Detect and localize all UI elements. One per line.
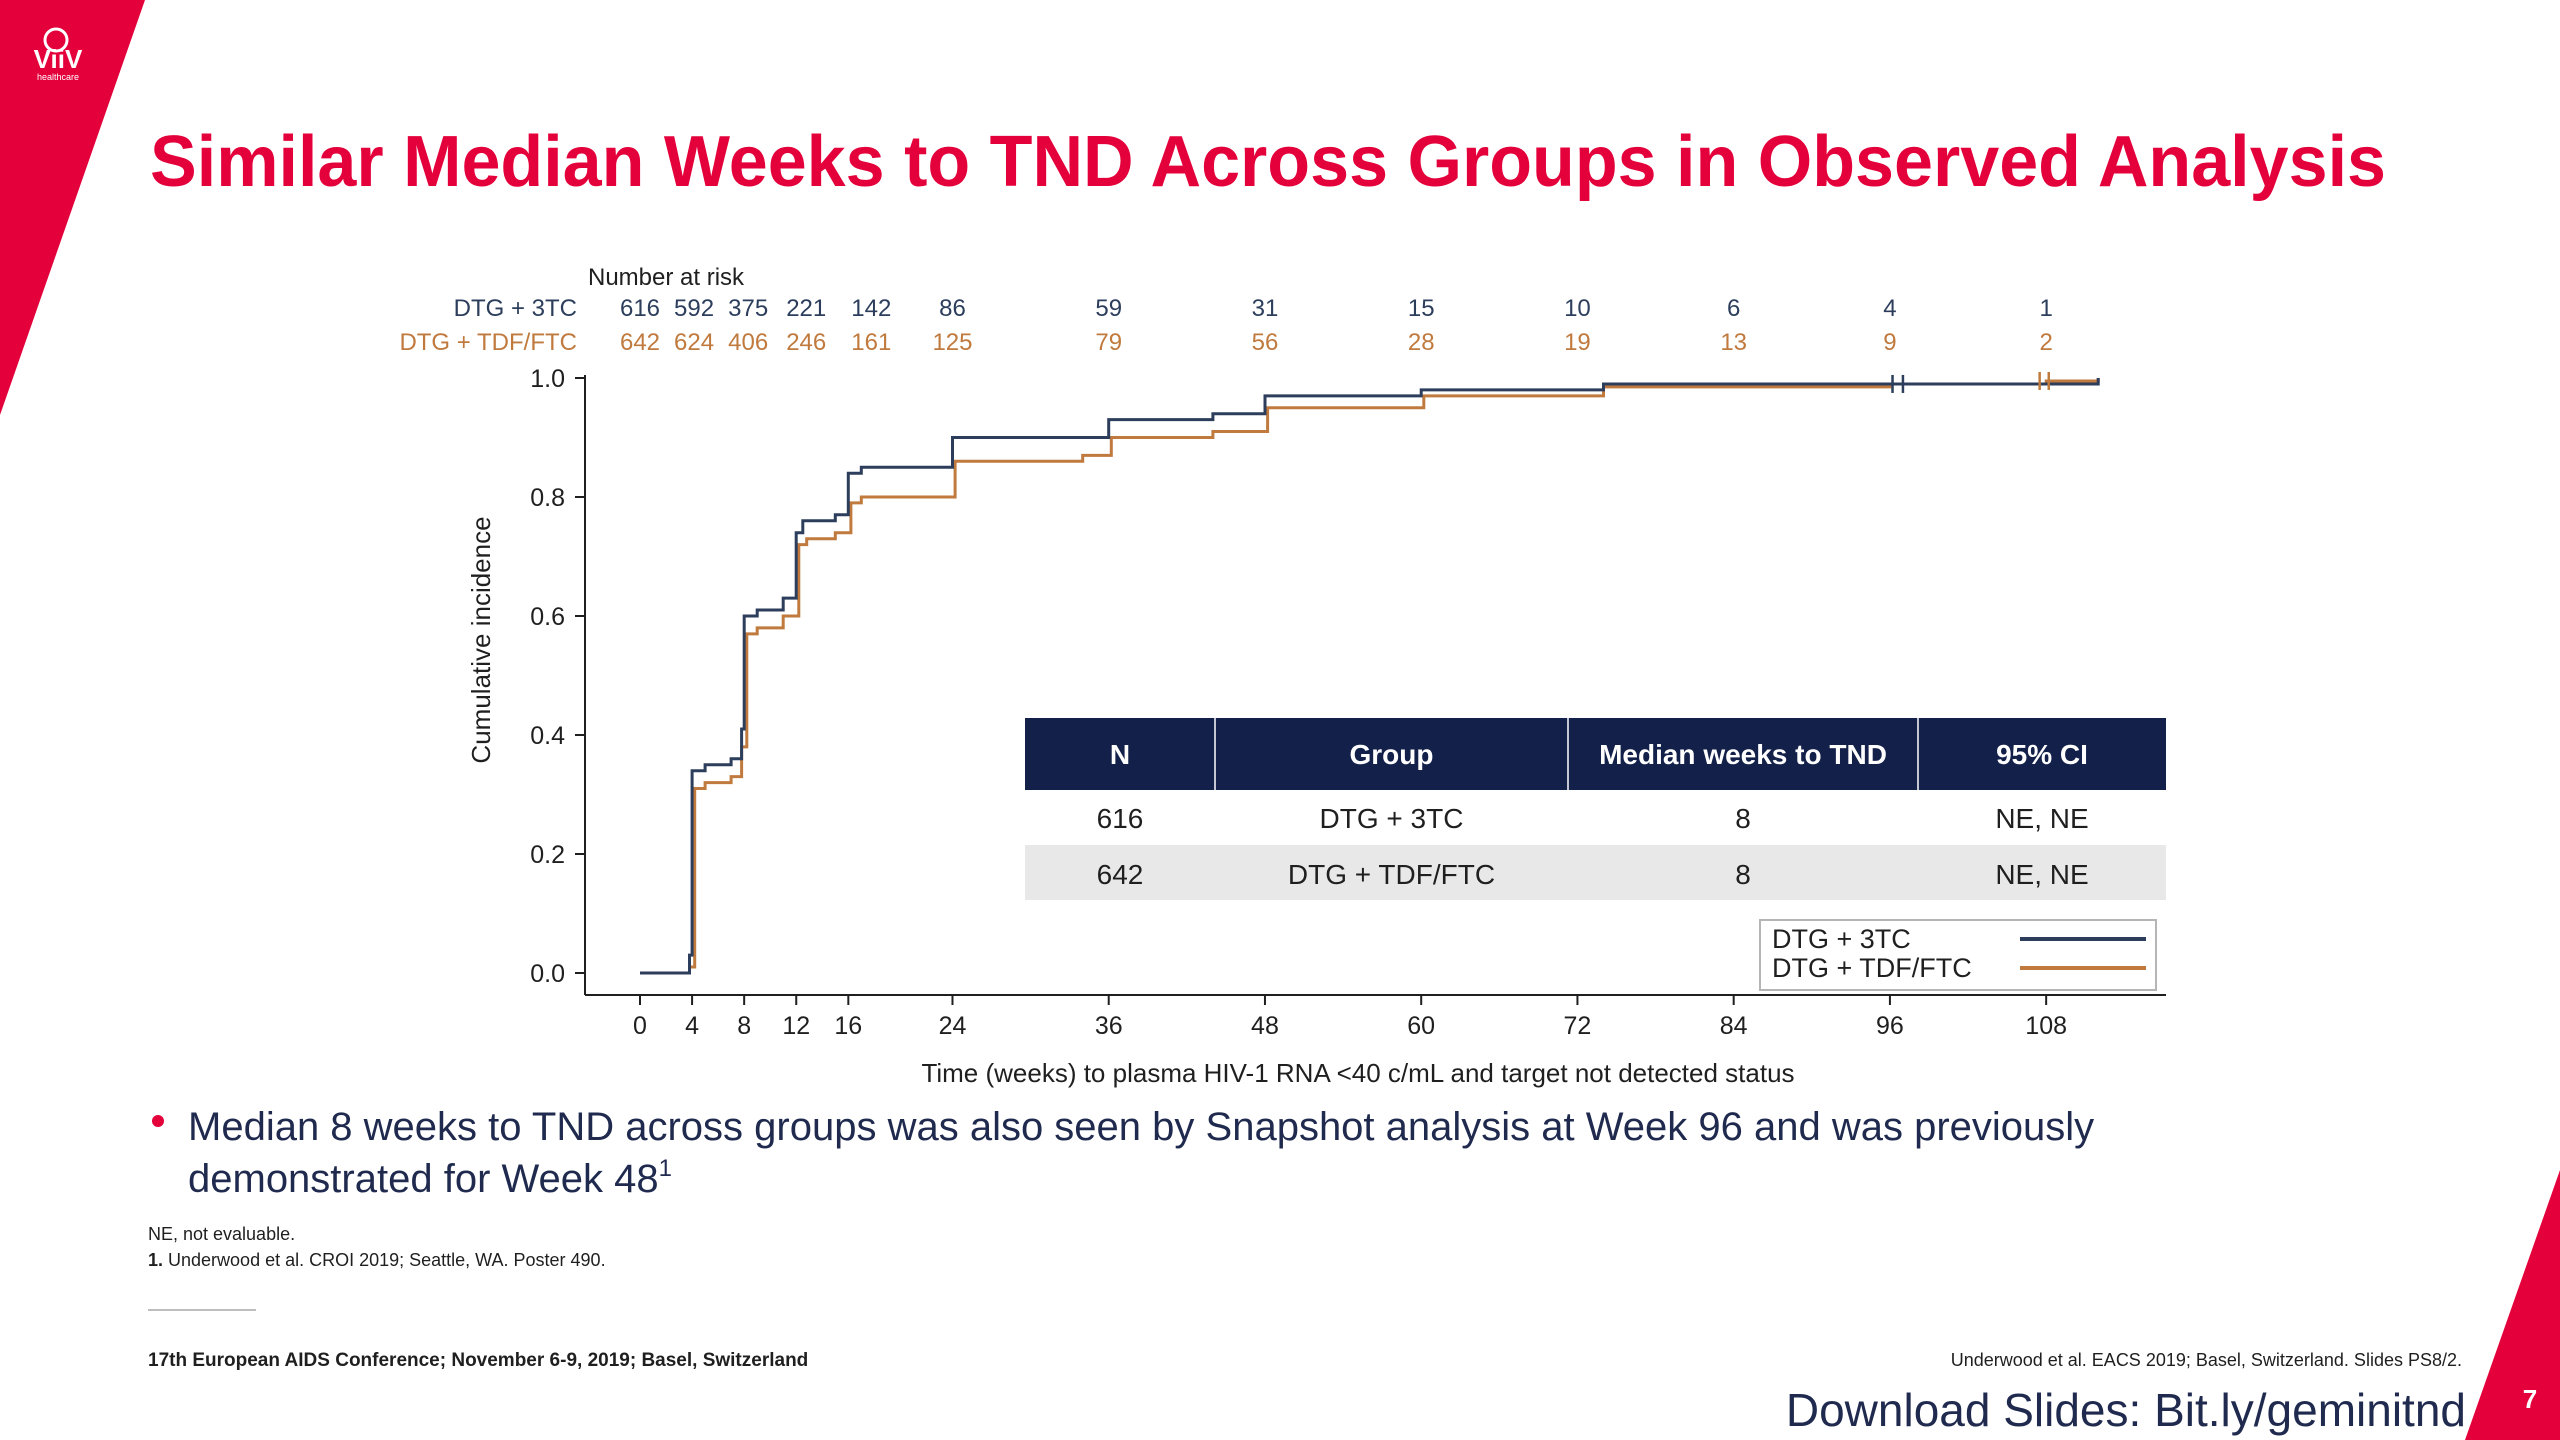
- table-cell: DTG + TDF/FTC: [1288, 859, 1495, 890]
- median-summary-table: N Group Median weeks to TND 95% CI 616 DTG + …: [1025, 718, 2166, 900]
- accent-wedge-bottom-right: [2465, 1170, 2560, 1440]
- x-tick-label: 12: [782, 1012, 810, 1040]
- page-number: 7: [2523, 1384, 2537, 1414]
- table-header-cell: Median weeks to TND: [1599, 739, 1887, 770]
- viiv-logo: ViiV healthcare: [34, 27, 83, 82]
- risk-value: 9: [1883, 329, 1896, 356]
- cumulative-incidence-chart: 0.00.20.40.60.81.0 0 4 8 12 16 24 36 48 60 72 84 96…: [466, 365, 2166, 1088]
- risk-table: DTG + 3TC 616 592 375 221 142 86 59 31 15 10 6 4 1 DTG…: [399, 295, 2052, 356]
- table-cell: 642: [1097, 859, 1144, 890]
- risk-row-label: DTG + 3TC: [454, 295, 577, 322]
- reference-note: 1. Underwood et al. CROI 2019; Seattle, …: [148, 1250, 606, 1270]
- x-tick-label: 8: [737, 1012, 751, 1040]
- x-tick-label: 108: [2025, 1012, 2067, 1040]
- table-cell: 616: [1097, 803, 1144, 834]
- series-line-dtg-3tc: [640, 378, 2100, 975]
- risk-value: 375: [728, 295, 768, 322]
- risk-value: 79: [1095, 329, 1122, 356]
- risk-value: 624: [674, 329, 714, 356]
- risk-value: 13: [1720, 329, 1747, 356]
- legend-box: [1759, 919, 2157, 991]
- risk-value: 6: [1727, 295, 1740, 322]
- accent-wedge-top-left: [0, 0, 145, 415]
- bullet-dot-icon: [152, 1115, 164, 1127]
- logo-subtext: healthcare: [37, 72, 79, 82]
- logo-mark-icon: [43, 27, 69, 53]
- censor-marks: [1891, 371, 2051, 393]
- chart-legend: DTG + 3TC DTG + TDF/FTC: [1759, 919, 2157, 991]
- risk-value: 406: [728, 329, 768, 356]
- y-tick-label: 0.4: [530, 722, 565, 750]
- risk-value: 161: [851, 329, 891, 356]
- series-line-dtg-tdf-ftc: [640, 378, 2100, 975]
- x-tick-label: 24: [939, 1012, 967, 1040]
- risk-value: 15: [1408, 295, 1435, 322]
- y-tick-label: 0.6: [530, 603, 565, 631]
- x-axis-label: Time (weeks) to plasma HIV-1 RNA <40 c/m…: [921, 1058, 1794, 1088]
- risk-value: 2: [2039, 329, 2052, 356]
- abbreviation-note: NE, not evaluable.: [148, 1224, 295, 1244]
- risk-table-header: Number at risk: [588, 264, 745, 291]
- series-lines: [640, 378, 2100, 975]
- x-tick-label: 72: [1564, 1012, 1592, 1040]
- y-tick-label: 0.0: [530, 960, 565, 988]
- citation-footer: Underwood et al. EACS 2019; Basel, Switz…: [1951, 1350, 2462, 1370]
- table-cell: 8: [1735, 859, 1751, 890]
- download-slides-link[interactable]: Download Slides: Bit.ly/geminitnd: [1786, 1384, 2466, 1436]
- table-header-cell: 95% CI: [1996, 739, 2088, 770]
- risk-value: 592: [674, 295, 714, 322]
- page-title: Similar Median Weeks to TND Across Group…: [150, 122, 2386, 202]
- risk-value: 616: [620, 295, 660, 322]
- y-tick-label: 1.0: [530, 365, 565, 393]
- risk-row-label: DTG + TDF/FTC: [399, 329, 577, 356]
- x-tick-label: 48: [1251, 1012, 1279, 1040]
- reference-text: Underwood et al. CROI 2019; Seattle, WA.…: [163, 1250, 606, 1270]
- risk-value: 1: [2039, 295, 2052, 322]
- legend-label-dtg-3tc: DTG + 3TC: [1772, 924, 1911, 954]
- risk-value: 86: [939, 295, 966, 322]
- table-header-bar: [1025, 718, 2166, 790]
- x-tick-label: 4: [685, 1012, 699, 1040]
- risk-value: 10: [1564, 295, 1591, 322]
- x-tick-label: 84: [1720, 1012, 1748, 1040]
- risk-value: 142: [851, 295, 891, 322]
- risk-value: 246: [786, 329, 826, 356]
- x-axis-ticks: 0 4 8 12 16 24 36 48 60 72 84 96 108: [633, 995, 2067, 1040]
- bullet-superscript: 1: [659, 1155, 672, 1182]
- bullet-text-line2-main: demonstrated for Week 48: [188, 1157, 659, 1201]
- download-slides-text[interactable]: Download Slides: Bit.ly/geminitnd: [1786, 1384, 2466, 1436]
- y-axis-label: Cumulative incidence: [466, 516, 496, 763]
- table-header-cell: Group: [1350, 739, 1434, 770]
- risk-value: 221: [786, 295, 826, 322]
- x-tick-label: 36: [1095, 1012, 1123, 1040]
- y-tick-label: 0.8: [530, 484, 565, 512]
- risk-value: 19: [1564, 329, 1591, 356]
- table-cell: 8: [1735, 803, 1751, 834]
- bullet-text-line2: demonstrated for Week 481: [188, 1155, 672, 1201]
- conference-footer: 17th European AIDS Conference; November …: [148, 1350, 808, 1371]
- logo-text: ViiV: [34, 44, 83, 74]
- risk-value: 28: [1408, 329, 1435, 356]
- table-cell: NE, NE: [1995, 859, 2088, 890]
- x-tick-label: 60: [1407, 1012, 1435, 1040]
- table-header-cell: N: [1110, 739, 1130, 770]
- y-tick-label: 0.2: [530, 841, 565, 869]
- risk-value: 56: [1252, 329, 1279, 356]
- risk-value: 4: [1883, 295, 1896, 322]
- x-tick-label: 16: [834, 1012, 862, 1040]
- risk-value: 642: [620, 329, 660, 356]
- risk-value: 125: [932, 329, 972, 356]
- table-cell: NE, NE: [1995, 803, 2088, 834]
- risk-value: 31: [1252, 295, 1279, 322]
- bullet-text-line1: Median 8 weeks to TND across groups was …: [188, 1105, 2094, 1149]
- table-row-background: [1025, 845, 2166, 900]
- x-tick-label: 0: [633, 1012, 647, 1040]
- reference-number: 1.: [148, 1250, 163, 1270]
- x-tick-label: 96: [1876, 1012, 1904, 1040]
- risk-value: 59: [1095, 295, 1122, 322]
- table-cell: DTG + 3TC: [1320, 803, 1464, 834]
- legend-label-dtg-tdf-ftc: DTG + TDF/FTC: [1772, 953, 1972, 983]
- y-axis-ticks: 0.0 0.2 0.4 0.6 0.8 1.0: [530, 365, 585, 988]
